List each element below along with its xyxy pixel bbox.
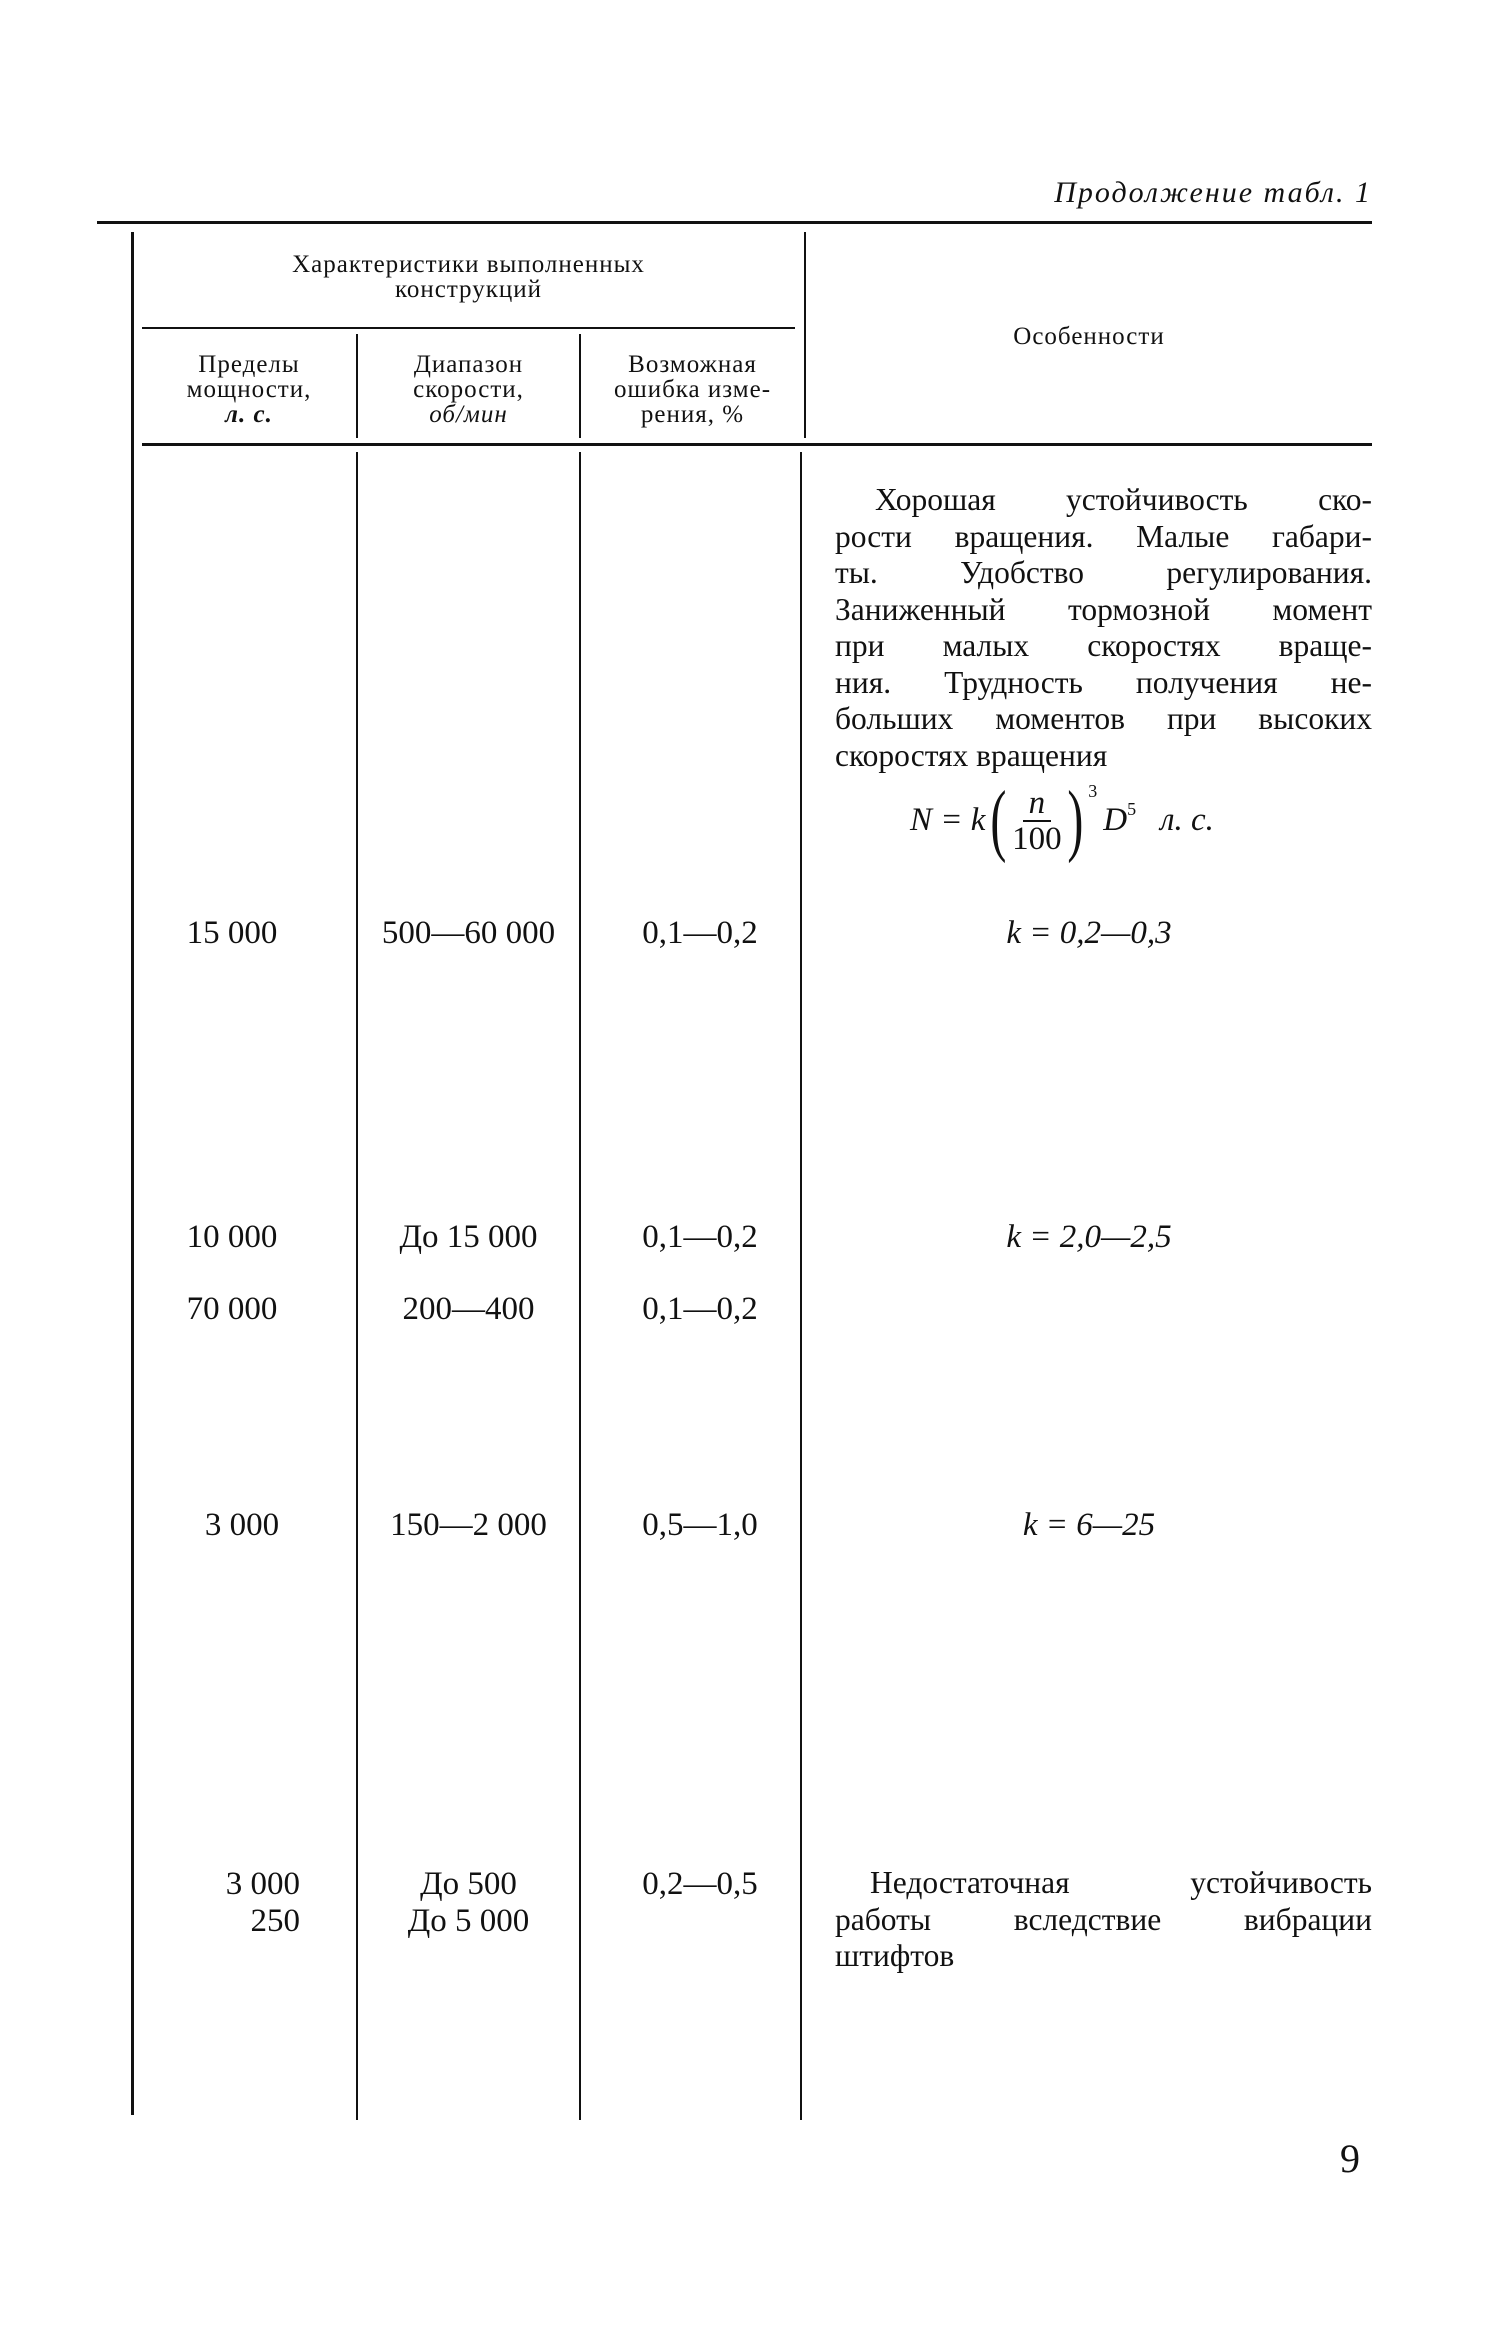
formula-unit: л. с. [1160, 802, 1214, 838]
group-header-line: Характеристики выполненных [292, 251, 645, 278]
column-header-error: Возможная ошибка изме- рения, % [581, 352, 804, 427]
header-line: рения, % [640, 401, 745, 428]
header-line: ошибка изме- [613, 376, 772, 403]
text-line: ты. Удобство регулирования. [835, 555, 1372, 590]
cell-speed: 200—400 [402, 1291, 535, 1327]
formula-lhs: N = k [910, 802, 986, 838]
header-bottom-rule [142, 443, 1372, 446]
header-line: мощности, [186, 376, 312, 403]
header-line: Возможная [628, 351, 757, 378]
cell-speed: 150—2 000 [390, 1507, 547, 1543]
column-header-features: Особенности [1013, 323, 1165, 350]
text-line: штифтов [835, 1938, 955, 1973]
text-line: Хорошая устойчивость ско- [875, 482, 1372, 517]
cell-error: 0,5—1,0 [642, 1507, 758, 1543]
formula-tail: D [1103, 802, 1128, 838]
text-line: Заниженный тормозной момент [835, 591, 1372, 627]
column-header-power: Пределы мощности, л. с. [142, 352, 356, 427]
cell-speed: 500—60 000 [381, 915, 556, 951]
numerator: n [1022, 786, 1052, 822]
column-divider-1 [356, 334, 358, 438]
cell-error: 0,1—0,2 [642, 915, 758, 951]
cell-feature: k = 2,0—2,5 [1006, 1219, 1172, 1255]
header-unit: л. с. [225, 401, 273, 428]
exponent: 3 [1088, 781, 1098, 801]
cell-speed: До 15 000 [399, 1219, 538, 1255]
running-head: Продолжение табл. 1 [1054, 176, 1372, 209]
cell-power: 70 000 [186, 1291, 278, 1327]
text-line: при малых скоростях враще- [835, 628, 1372, 663]
text-line: ния. Трудность получения не- [835, 664, 1372, 700]
cell-power: 250 [250, 1903, 301, 1939]
left-paren: ( [990, 776, 1007, 864]
column-divider-1-body [356, 452, 358, 2120]
header-line: Диапазон [413, 351, 524, 378]
group-header: Характеристики выполненных конструкций [142, 252, 795, 302]
cell-power: 3 000 [225, 1866, 300, 1902]
cell-feature: k = 6—25 [1022, 1507, 1156, 1543]
denominator: 100 [1012, 820, 1062, 857]
column-divider-2-body [579, 452, 581, 2120]
text-line: работы вследствие вибрации [835, 1901, 1372, 1937]
feature-paragraph-1: Хорошая устойчивость ско- рости вращения… [835, 482, 1372, 774]
page-number: 9 [1340, 2136, 1360, 2181]
formula: N = k ( n 100 ) 3 D 5 л. с. [910, 775, 1214, 866]
tail-exponent: 5 [1127, 799, 1137, 819]
header-unit: об/мин [429, 401, 508, 428]
column-divider-3 [804, 232, 806, 438]
table-left-border [131, 232, 134, 2115]
column-divider-2 [579, 334, 581, 438]
cell-power: 3 000 [204, 1507, 280, 1543]
feature-paragraph-2: Недостаточная устойчивость работы вследс… [835, 1865, 1372, 1975]
text-line: рости вращения. Малые габари- [835, 518, 1372, 554]
group-header-line: конструкций [394, 276, 543, 303]
cell-power: 10 000 [186, 1219, 278, 1255]
fraction: n 100 [1012, 786, 1062, 856]
header-line: Пределы [198, 351, 300, 378]
cell-power: 15 000 [186, 915, 278, 951]
text-line: Недостаточная устойчивость [870, 1865, 1372, 1900]
cell-feature: k = 0,2—0,3 [1006, 915, 1172, 951]
text-line: больших моментов при высоких [835, 701, 1372, 736]
cell-error: 0,2—0,5 [642, 1866, 758, 1902]
right-paren: ) [1066, 776, 1083, 864]
top-rule [97, 221, 1372, 224]
header-line: скорости, [413, 376, 524, 403]
text-line: скоростях вращения [835, 737, 1108, 773]
group-header-rule [142, 327, 795, 329]
column-header-speed: Диапазон скорости, об/мин [358, 352, 579, 427]
cell-error: 0,1—0,2 [642, 1291, 758, 1327]
cell-speed: До 5 000 [407, 1903, 530, 1939]
column-divider-3-body [800, 452, 802, 2120]
cell-speed: До 500 [420, 1866, 517, 1902]
cell-error: 0,1—0,2 [642, 1219, 758, 1255]
